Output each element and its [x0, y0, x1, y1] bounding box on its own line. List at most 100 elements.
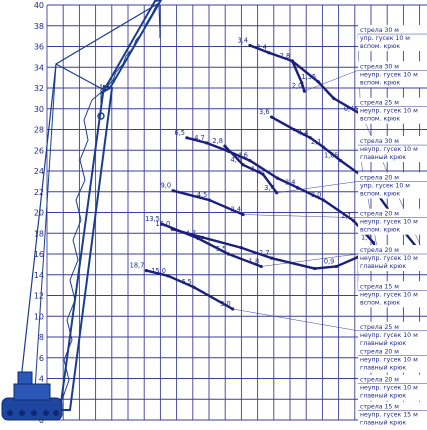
curve-point	[166, 274, 170, 278]
legend-text: вспом. крюк	[360, 79, 400, 86]
curve-point	[290, 59, 294, 63]
curve-point	[269, 115, 274, 119]
leader-line	[276, 181, 359, 194]
capacity-label: 1,8	[249, 257, 260, 265]
legend-text: вспом. крюк	[360, 299, 400, 306]
capacity-label: 2,0	[292, 82, 303, 90]
y-tick-label: 18	[34, 229, 44, 238]
capacity-label: 6,5	[181, 278, 192, 286]
capacity-label: 1,65	[324, 152, 339, 160]
legend-text: вспом. крюк	[360, 227, 400, 234]
capacity-label: 6,5	[174, 129, 185, 137]
curve-point	[321, 145, 325, 149]
y-tick-label: 38	[34, 22, 44, 31]
legend-entry-bg	[358, 61, 427, 88]
legend-text: неупр. гусек 10 м	[360, 291, 418, 298]
capacity-label: 5,5	[216, 245, 227, 253]
curve-point	[226, 252, 230, 256]
legend-entry-bg	[358, 245, 427, 271]
legend-text: стрела 15 м	[360, 283, 399, 290]
legend-text: неупр. гусек 10 м	[360, 385, 418, 392]
legend-text: упр. гусек 10 м	[360, 182, 410, 189]
capacity-label: 4,5	[197, 191, 208, 199]
legend-text: стрела 15 м	[360, 404, 399, 411]
legend-text: стрела 20 м	[360, 247, 399, 254]
legend-text: упр. гусек 10 м	[360, 35, 410, 42]
capacity-label: 0,45	[344, 105, 359, 113]
curve-point	[316, 80, 320, 84]
capacity-label: 3,4	[264, 184, 275, 192]
leader-line	[243, 214, 359, 218]
capacity-label: 1,35	[301, 73, 316, 81]
load-curve-c1	[248, 44, 362, 116]
leader-line	[261, 253, 359, 267]
curve-point	[241, 212, 245, 217]
legend-text: неупр. гусек 10 м	[360, 146, 418, 153]
legend-text: главный крюк	[360, 153, 406, 161]
curve-point	[313, 266, 317, 271]
capacity-label: 3,6	[259, 108, 270, 116]
legend-entry-bg	[358, 374, 427, 401]
legend-text: неупр. гусек 10 м	[360, 108, 418, 115]
curve-point	[351, 219, 356, 223]
y-tick-label: 32	[34, 84, 44, 93]
y-tick-label: 28	[34, 126, 44, 135]
curve-point	[144, 269, 148, 273]
legend-entry-bg	[358, 97, 427, 124]
capacity-label: 2,1	[341, 212, 352, 220]
legend-text: главный крюк	[360, 262, 406, 270]
leader-line	[232, 308, 359, 332]
curve-point	[267, 51, 271, 55]
curve-point	[192, 285, 196, 289]
curve-point	[339, 159, 343, 163]
curve-point	[239, 246, 243, 250]
legend-entry-bg	[358, 172, 427, 199]
legend-text: неупр. гусек 10 м	[360, 357, 418, 364]
curve-point	[207, 198, 211, 202]
leader-line	[357, 145, 380, 261]
capacity-label: 3,0	[220, 300, 231, 308]
curve-point	[160, 222, 164, 226]
capacity-label: 18,7	[130, 262, 145, 270]
leader-line	[304, 70, 359, 92]
load-curves: 3,42,42,81,350,452,03,64,42,11,652,552,2…	[130, 34, 427, 332]
y-tick-label: 10	[34, 312, 44, 321]
y-tick-label: 12	[34, 292, 44, 301]
capacity-label: 2,1	[311, 138, 322, 146]
legend-text: неупр. гусек 10 м	[360, 255, 418, 262]
capacity-label: 15,0	[151, 267, 166, 275]
curve-point	[171, 189, 175, 193]
legend-text: стрела 30 м	[360, 63, 399, 70]
curve-point	[269, 256, 274, 260]
y-tick-label: 22	[34, 188, 44, 197]
legend-entry-bg	[358, 25, 427, 52]
legend-text: главный крюк	[360, 364, 406, 372]
legend-text: стрела 30 м	[360, 138, 399, 145]
capacity-label: 4,4	[298, 129, 309, 137]
capacity-label: 4,1	[250, 165, 261, 173]
y-tick-label: 34	[34, 63, 44, 72]
y-tick-label: 24	[34, 167, 44, 176]
capacity-label: 2,4	[231, 206, 242, 214]
crane-silhouette	[1, 0, 163, 421]
legend-text: стрела 20 м	[360, 377, 399, 384]
capacity-label: 4,6	[237, 152, 248, 160]
load-curve-c8	[145, 269, 234, 311]
curve-point	[275, 176, 280, 180]
curve-point	[170, 227, 174, 231]
legend-text: неупр. гусек 10 м	[360, 71, 418, 78]
legend-entry-bg	[358, 208, 427, 235]
curve-point	[223, 144, 227, 148]
curve-point	[185, 136, 189, 140]
legend-text: стрела 25 м	[360, 100, 399, 107]
y-tick-label: 40	[34, 1, 44, 10]
curve-point	[371, 240, 376, 245]
capacity-label: 2,8	[212, 137, 223, 145]
